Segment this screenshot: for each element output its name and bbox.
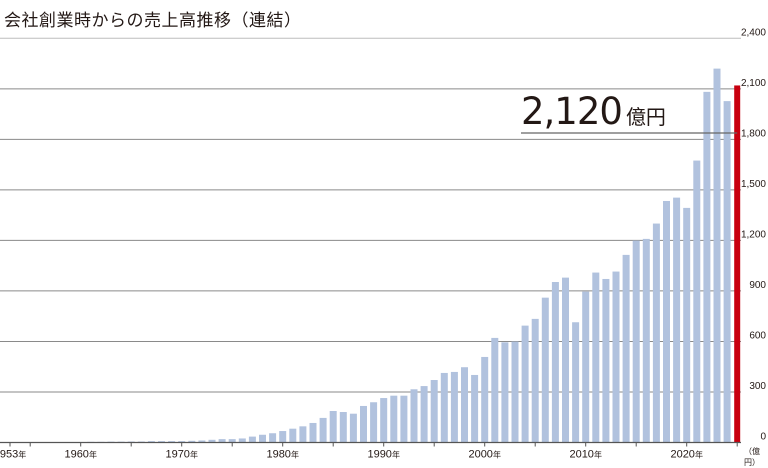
bar (349, 413, 357, 443)
bar (471, 374, 479, 443)
bar (440, 372, 448, 443)
bar (511, 341, 519, 443)
bar (683, 207, 691, 443)
bar (723, 101, 731, 443)
bar (238, 438, 246, 443)
bar (289, 428, 297, 443)
bar (703, 91, 711, 443)
bar (329, 411, 337, 443)
x-tick-label: 2020年 (670, 449, 702, 461)
bar (491, 337, 499, 443)
bar (147, 441, 155, 443)
bar (360, 405, 367, 443)
y-tick-label: 2,400 (741, 27, 766, 38)
y-tick-label: 0 (760, 432, 766, 443)
bar (551, 281, 559, 443)
bar (450, 371, 458, 443)
bar (663, 200, 670, 443)
annotation-unit: 億円 (625, 105, 666, 129)
bar (299, 426, 307, 443)
bar (158, 441, 165, 443)
bar (430, 380, 438, 443)
y-tick-label: 2,100 (741, 78, 766, 89)
x-tick-label: 2000年 (468, 449, 500, 461)
y-tick-label: 600 (749, 330, 766, 341)
bar (410, 389, 418, 443)
bar (602, 278, 610, 443)
bar (198, 440, 206, 443)
bar (521, 325, 529, 443)
y-tick-label: 300 (749, 381, 766, 392)
bar (400, 395, 408, 443)
bar (652, 223, 660, 443)
bar (178, 441, 186, 443)
bar (612, 271, 620, 443)
bar (582, 291, 590, 443)
annotation-value: 2,120 (521, 90, 623, 133)
bar (228, 439, 236, 443)
bar (208, 439, 216, 443)
y-tick-label: 1,200 (741, 229, 766, 240)
bar (168, 441, 176, 443)
bar (259, 434, 266, 443)
bar (622, 254, 630, 443)
bar (370, 402, 378, 443)
chart-title: 会社創業時からの売上高推移（連結） (4, 11, 302, 31)
x-tick-label: 1980年 (266, 449, 298, 461)
highlight-bar (734, 85, 741, 443)
bar (481, 356, 489, 443)
bar (218, 439, 226, 443)
bar (390, 395, 398, 443)
bar (693, 160, 701, 443)
bar (713, 68, 721, 443)
bar (562, 277, 569, 443)
bar (339, 412, 347, 443)
bar (501, 342, 509, 443)
bar (642, 238, 650, 443)
bar (592, 272, 600, 443)
x-tick-label: 2010年 (569, 449, 601, 461)
bar (319, 417, 327, 443)
bar (188, 440, 196, 443)
bar (531, 318, 539, 443)
y-tick-label: 900 (749, 280, 766, 291)
bar (309, 422, 317, 443)
bar (248, 436, 256, 443)
x-tick-label: 1953年 (0, 449, 26, 461)
bar (420, 386, 428, 443)
x-tick-label: 1970年 (165, 449, 197, 461)
highlight-annotation: 2,120 億円 (521, 90, 666, 133)
bar (380, 398, 388, 443)
bar (279, 431, 287, 443)
bar (673, 197, 681, 443)
y-axis-unit: （億円） (744, 447, 760, 467)
bar (572, 322, 580, 443)
bar (461, 367, 468, 443)
y-tick-label: 1,500 (741, 179, 766, 190)
y-tick-label: 1,800 (741, 128, 766, 139)
x-tick-label: 1990年 (367, 449, 399, 461)
bar (541, 297, 549, 443)
x-tick-label: 1960年 (64, 449, 96, 461)
bar (632, 240, 640, 443)
bar (269, 433, 277, 443)
